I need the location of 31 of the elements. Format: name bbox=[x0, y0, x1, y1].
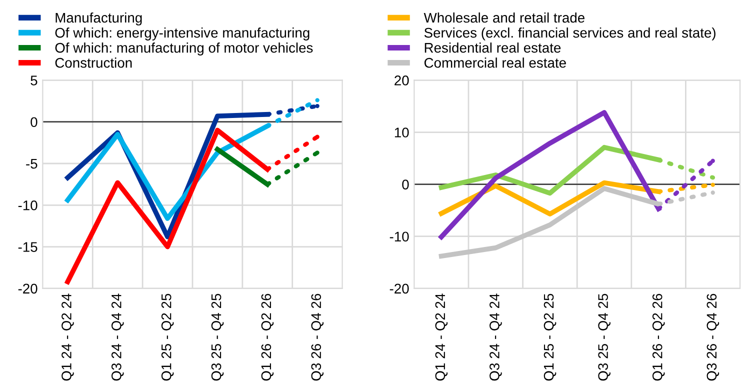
legend-label: Manufacturing bbox=[56, 12, 142, 26]
legend-label: Commercial real estate bbox=[424, 58, 566, 68]
x-tick-label: Q1 24 - Q2 24 bbox=[435, 294, 448, 381]
legend-label: Wholesale and retail trade bbox=[424, 12, 584, 23]
y-tick-label: 10 bbox=[394, 128, 409, 138]
y-tick-label: 20 bbox=[394, 76, 409, 86]
x-tick-label: Q3 25 - Q4 25 bbox=[598, 294, 610, 381]
y-tick-label: -10 bbox=[390, 232, 409, 242]
x-tick-label: Q3 25 - Q4 25 bbox=[211, 294, 224, 381]
x-tick-label: Q1 26 - Q2 26 bbox=[261, 294, 274, 381]
legend-label: Construction bbox=[55, 58, 132, 68]
x-tick-label: Q3 24 - Q4 24 bbox=[490, 294, 502, 381]
y-tick-label: 0 bbox=[30, 117, 38, 128]
legend-label: Services (excl. financial services and real state) bbox=[424, 27, 716, 40]
y-tick-label: -20 bbox=[18, 284, 38, 294]
x-tick-label: Q3 26 - Q4 26 bbox=[311, 294, 324, 381]
y-tick-label: 0 bbox=[402, 180, 409, 190]
y-tick-label: -5 bbox=[26, 158, 38, 169]
x-tick-label: Q1 25 - Q2 25 bbox=[544, 294, 556, 381]
x-tick-label: Q3 26 - Q4 26 bbox=[706, 294, 720, 381]
y-tick-label: -15 bbox=[18, 242, 38, 252]
x-tick-label: Q1 25 - Q2 25 bbox=[161, 294, 174, 381]
y-tick-label: 5 bbox=[30, 76, 38, 86]
x-tick-label: Q1 26 - Q2 26 bbox=[652, 294, 665, 381]
x-tick-label: Q1 24 - Q2 24 bbox=[62, 294, 74, 381]
legend-label: Of which: manufacturing of motor vehicles bbox=[55, 42, 313, 56]
y-tick-label: -20 bbox=[390, 284, 409, 294]
x-tick-label: Q3 24 - Q4 24 bbox=[111, 294, 124, 381]
legend-label: Residential real estate bbox=[424, 42, 561, 53]
y-tick-label: -10 bbox=[18, 200, 38, 210]
legend-label: Of which: energy-intensive manufacturing bbox=[55, 27, 310, 40]
